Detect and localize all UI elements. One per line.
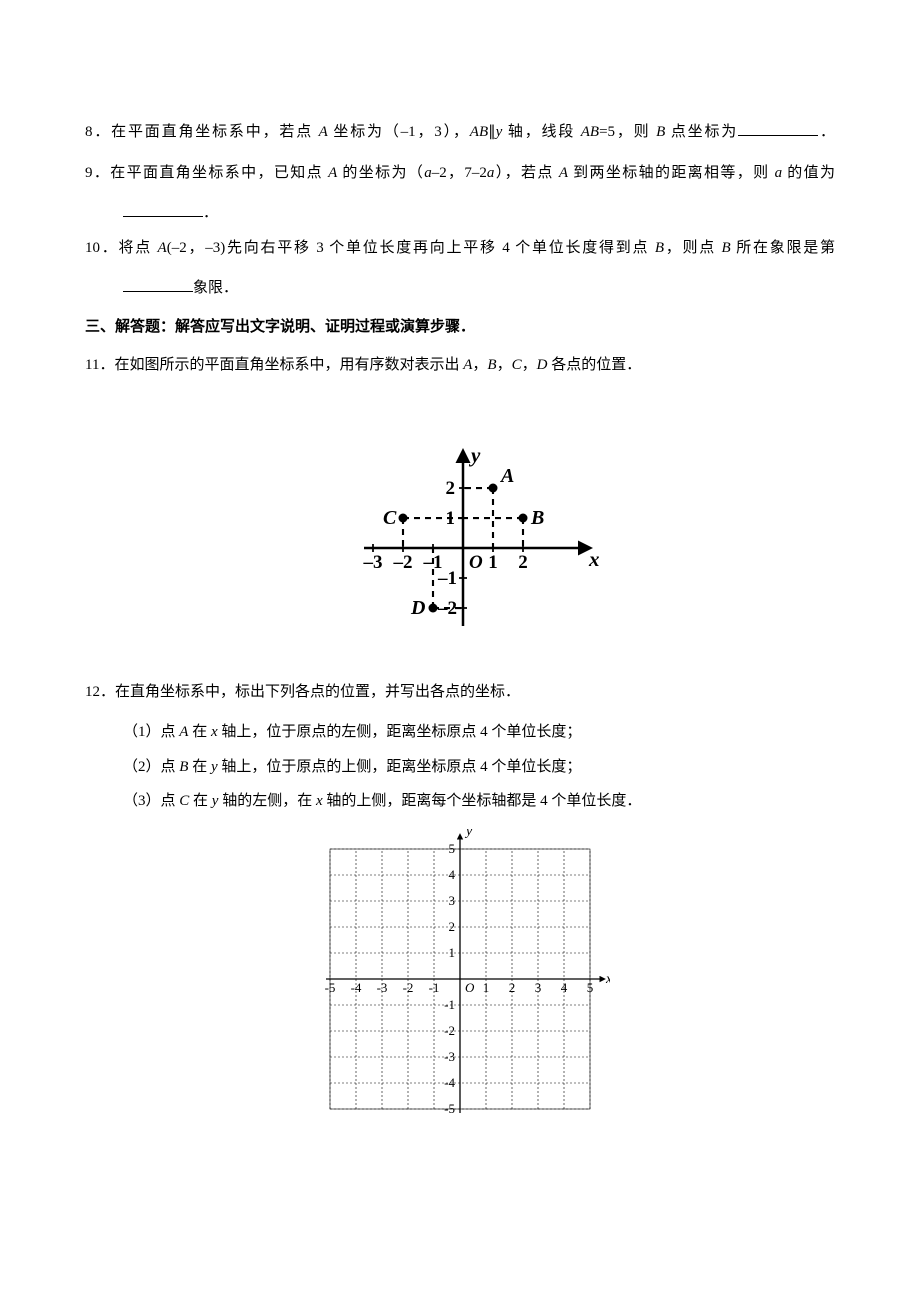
svg-text:C: C [383, 507, 397, 529]
q12-part2: （2）点 B 在 y 轴上，位于原点的上侧，距离坐标原点 4 个单位长度； [85, 750, 835, 785]
question-9: 9．在平面直角坐标系中，已知点 A 的坐标为（a–2，7–2a），若点 A 到两… [85, 156, 835, 191]
svg-text:O: O [465, 980, 475, 995]
svg-text:-1: -1 [429, 980, 440, 995]
svg-text:3: 3 [449, 893, 456, 908]
q-num: 12． [85, 684, 115, 700]
svg-text:y: y [468, 443, 481, 467]
svg-text:A: A [499, 465, 514, 487]
svg-text:-4: -4 [351, 980, 362, 995]
question-11: 11．在如图所示的平面直角坐标系中，用有序数对表示出 A，B，C，D 各点的位置… [85, 348, 835, 383]
svg-text:-4: -4 [444, 1075, 455, 1090]
svg-text:–3: –3 [363, 552, 383, 573]
svg-text:x: x [605, 972, 610, 987]
svg-text:-5: -5 [325, 980, 336, 995]
fill-blank[interactable] [123, 277, 193, 292]
q-num: 11． [85, 357, 114, 373]
fill-blank[interactable] [738, 121, 818, 136]
grid-chart: -5 -5 -4 -4 -3 -3 -2 -2 -1 -1 1 1 2 2 3 3 4 4 5 5 Ox y [310, 829, 610, 1129]
svg-text:x: x [588, 547, 600, 571]
question-8: 8．在平面直角坐标系中，若点 A 坐标为（–1，3），AB∥y 轴，线段 AB=… [85, 115, 835, 150]
chart-q11: –3–2–11212–1–2OxyABCD [85, 393, 835, 657]
q-num: 8． [85, 124, 111, 140]
svg-text:–2: –2 [393, 552, 413, 573]
svg-text:O: O [469, 552, 483, 573]
section-3-title: 三、解答题：解答应写出文字说明、证明过程或演算步骤． [85, 310, 835, 345]
question-10: 10．将点 A(–2，–3)先向右平移 3 个单位长度再向上平移 4 个单位长度… [85, 231, 835, 266]
cartesian-diagram: –3–2–11212–1–2OxyABCD [315, 393, 605, 653]
svg-text:2: 2 [449, 919, 456, 934]
svg-text:2: 2 [518, 552, 528, 573]
svg-text:-5: -5 [444, 1101, 455, 1116]
question-12: 12．在直角坐标系中，标出下列各点的位置，并写出各点的坐标． [85, 675, 835, 710]
svg-text:-2: -2 [444, 1023, 455, 1038]
svg-text:y: y [464, 829, 473, 839]
svg-text:4: 4 [449, 867, 456, 882]
svg-text:3: 3 [535, 980, 542, 995]
svg-text:1: 1 [483, 980, 490, 995]
q-num: 10． [85, 240, 119, 256]
svg-text:-1: -1 [444, 997, 455, 1012]
svg-text:B: B [530, 507, 544, 529]
fill-blank[interactable] [123, 202, 203, 217]
q12-part3: （3）点 C 在 y 轴的左侧，在 x 轴的上侧，距离每个坐标轴都是 4 个单位… [85, 784, 835, 819]
svg-text:–1: –1 [437, 568, 457, 589]
q12-part1: （1）点 A 在 x 轴上，位于原点的左侧，距离坐标原点 4 个单位长度； [85, 715, 835, 750]
chart-q12: -5 -5 -4 -4 -3 -3 -2 -2 -1 -1 1 1 2 2 3 3 4 4 5 5 Ox y [85, 829, 835, 1133]
svg-text:-2: -2 [403, 980, 414, 995]
q-num: 9． [85, 165, 110, 181]
svg-text:1: 1 [449, 945, 456, 960]
svg-text:D: D [410, 597, 425, 619]
svg-text:1: 1 [488, 552, 498, 573]
svg-text:5: 5 [587, 980, 594, 995]
svg-text:2: 2 [509, 980, 516, 995]
svg-text:5: 5 [449, 841, 456, 856]
svg-text:-3: -3 [444, 1049, 455, 1064]
svg-text:-3: -3 [377, 980, 388, 995]
question-9-blank: ． [85, 196, 835, 231]
svg-text:4: 4 [561, 980, 568, 995]
svg-text:2: 2 [446, 478, 456, 499]
question-10-blank: 象限． [85, 271, 835, 306]
